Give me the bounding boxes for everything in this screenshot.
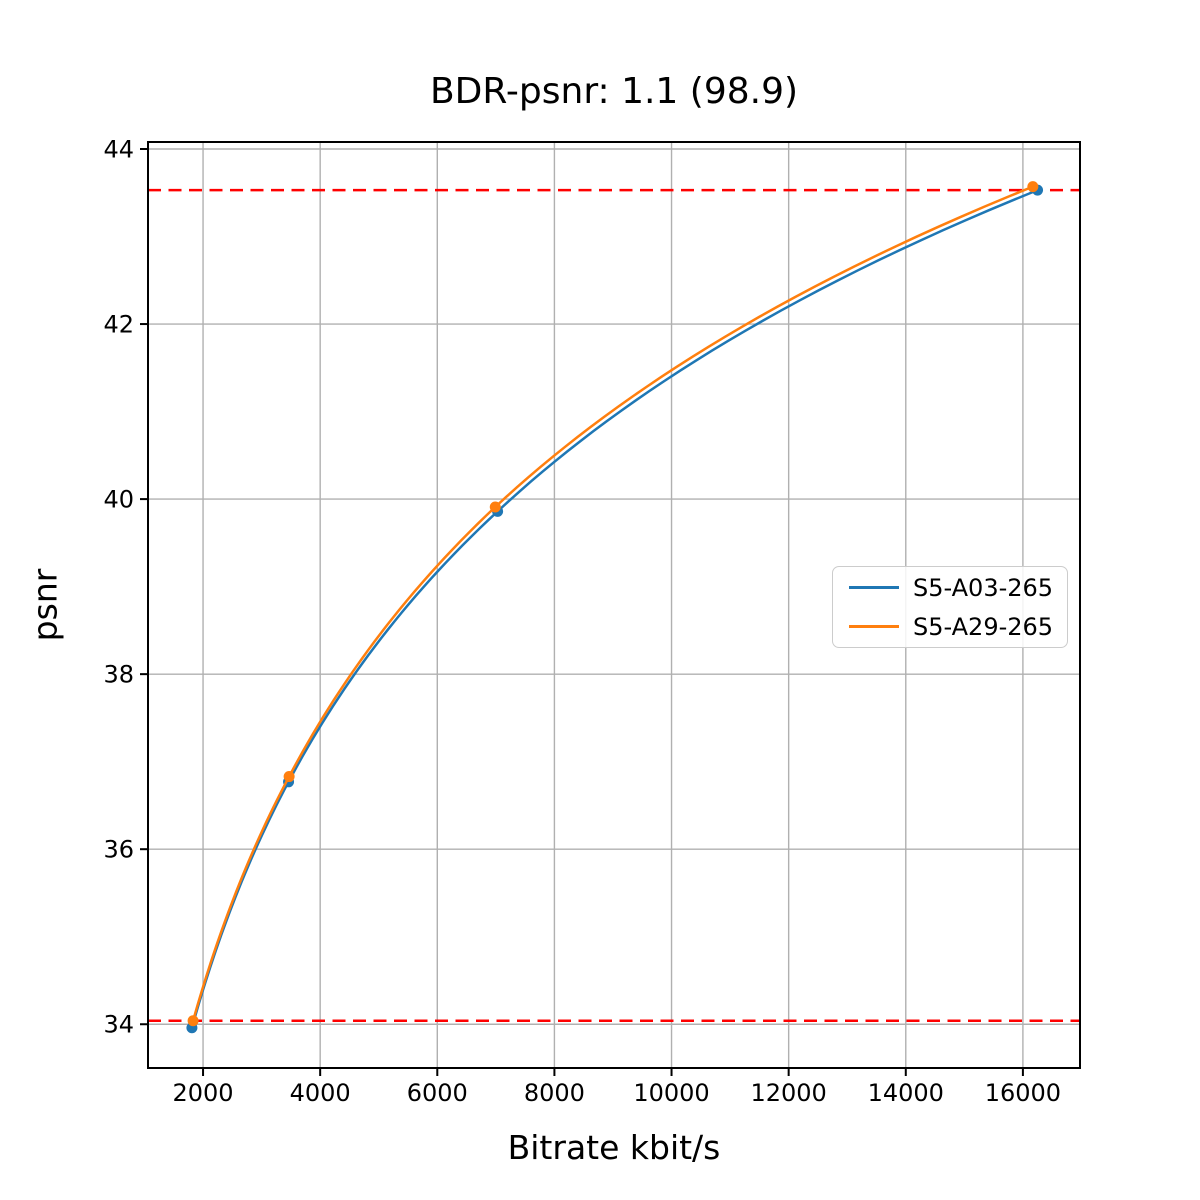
series-marker bbox=[1027, 181, 1039, 193]
chart-title: BDR-psnr: 1.1 (98.9) bbox=[429, 71, 799, 112]
series-marker bbox=[489, 501, 501, 513]
legend-line-swatch bbox=[849, 625, 899, 628]
series-line bbox=[191, 185, 1034, 1022]
y-tick-label: 42 bbox=[103, 311, 134, 339]
y-tick-label: 44 bbox=[103, 136, 134, 164]
legend-entry: S5-A03-265 bbox=[833, 574, 1067, 602]
x-tick-label: 12000 bbox=[750, 1079, 826, 1107]
x-tick-label: 2000 bbox=[173, 1079, 234, 1107]
x-tick-label: 8000 bbox=[524, 1079, 585, 1107]
y-tick-label: 40 bbox=[103, 486, 134, 514]
x-tick-label: 6000 bbox=[407, 1079, 468, 1107]
legend-line-swatch bbox=[849, 586, 899, 589]
x-tick-label: 16000 bbox=[985, 1079, 1061, 1107]
y-axis-label: psnr bbox=[25, 568, 65, 642]
axes-frame bbox=[147, 141, 1081, 1069]
legend-label: S5-A29-265 bbox=[913, 612, 1054, 641]
x-axis-label: Bitrate kbit/s bbox=[507, 1128, 721, 1167]
legend: S5-A03-265 S5-A29-265 bbox=[832, 566, 1068, 648]
x-tick-label: 4000 bbox=[290, 1079, 351, 1107]
y-tick-label: 34 bbox=[103, 1011, 134, 1039]
series-marker bbox=[187, 1015, 199, 1027]
x-tick-label: 10000 bbox=[633, 1079, 709, 1107]
y-tick-label: 36 bbox=[103, 836, 134, 864]
legend-entry: S5-A29-265 bbox=[833, 613, 1067, 641]
series-marker bbox=[283, 771, 295, 783]
x-tick-label: 14000 bbox=[868, 1079, 944, 1107]
legend-label: S5-A03-265 bbox=[913, 573, 1054, 602]
y-tick-label: 38 bbox=[103, 661, 134, 689]
